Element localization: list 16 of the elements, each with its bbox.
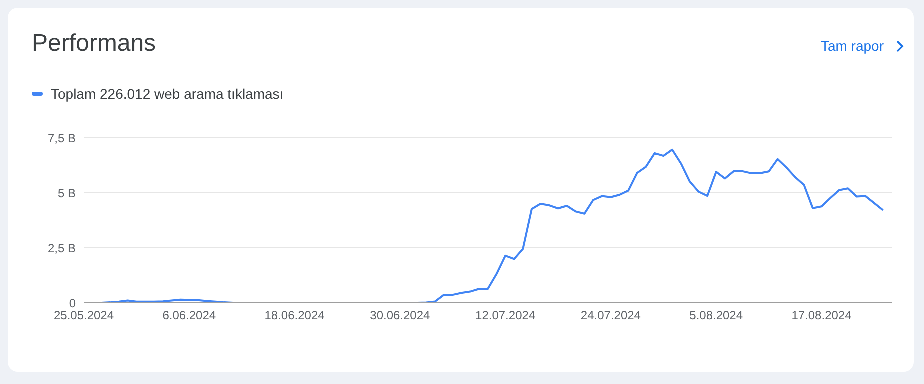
x-tick-label: 24.07.2024 xyxy=(580,308,642,323)
x-tick-label: 30.06.2024 xyxy=(370,308,431,323)
x-tick-label: 6.06.2024 xyxy=(162,308,216,323)
chart-title: Performans xyxy=(32,30,156,58)
y-tick-label: 5 B xyxy=(58,186,76,200)
line-series xyxy=(84,148,884,303)
legend-label: Toplam 226.012 web arama tıklaması xyxy=(51,86,284,102)
x-tick-label: 12.07.2024 xyxy=(476,308,536,323)
y-tick-label: 0 xyxy=(69,296,76,310)
x-tick-label: 25.05.2024 xyxy=(54,308,114,323)
x-tick-label: 18.06.2024 xyxy=(264,308,326,323)
x-tick-label: 17.08.2024 xyxy=(792,308,852,323)
y-tick-label: 7,5 B xyxy=(48,131,76,146)
y-tick-label: 2,5 B xyxy=(48,241,76,256)
x-tick-label: 5.08.2024 xyxy=(690,308,744,323)
text: Tam rapor xyxy=(820,38,884,54)
